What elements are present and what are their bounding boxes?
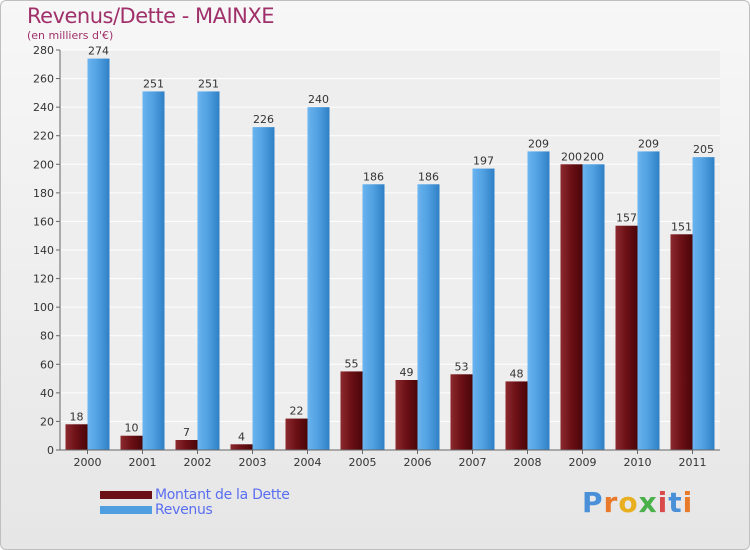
bar-value-label: 205 bbox=[693, 143, 714, 156]
y-tick-label: 220 bbox=[33, 130, 54, 143]
bar-value-label: 53 bbox=[455, 360, 469, 373]
legend-label-dette: Montant de la Dette bbox=[155, 486, 290, 503]
x-tick-label: 2010 bbox=[624, 456, 652, 469]
bar-value-label: 186 bbox=[418, 170, 439, 183]
bar-value-label: 251 bbox=[198, 77, 219, 90]
logo-letter: i bbox=[657, 486, 669, 519]
x-tick-label: 2003 bbox=[239, 456, 267, 469]
x-tick-label: 2009 bbox=[569, 456, 597, 469]
bar-value-label: 18 bbox=[70, 410, 84, 423]
bar-revenus bbox=[197, 91, 220, 450]
legend-swatch-revenus bbox=[100, 505, 152, 514]
x-tick-label: 2001 bbox=[129, 456, 157, 469]
y-tick-label: 160 bbox=[33, 215, 54, 228]
bar-value-label: 7 bbox=[183, 426, 190, 439]
bar-value-label: 209 bbox=[528, 137, 549, 150]
legend-swatch-dette bbox=[100, 490, 152, 499]
bar-revenus bbox=[307, 107, 330, 451]
x-tick-label: 2004 bbox=[294, 456, 322, 469]
chart-title: Revenus/Dette - MAINXE bbox=[27, 4, 275, 28]
x-tick-label: 2005 bbox=[349, 456, 377, 469]
bar-dette bbox=[65, 424, 88, 450]
bar-value-label: 209 bbox=[638, 137, 659, 150]
bar-revenus bbox=[252, 127, 275, 451]
bar-value-label: 186 bbox=[363, 170, 384, 183]
y-tick-label: 120 bbox=[33, 273, 54, 286]
bar-dette bbox=[230, 444, 253, 450]
y-tick-label: 240 bbox=[33, 101, 54, 114]
x-tick-label: 2000 bbox=[74, 456, 102, 469]
y-tick-label: 140 bbox=[33, 244, 54, 257]
bar-revenus bbox=[637, 151, 660, 450]
bar-value-label: 10 bbox=[125, 422, 139, 435]
y-tick-label: 20 bbox=[40, 415, 54, 428]
legend: Montant de la Dette Revenus bbox=[100, 486, 290, 518]
y-tick-label: 280 bbox=[33, 44, 54, 57]
bar-revenus bbox=[142, 91, 165, 450]
bar-value-label: 274 bbox=[88, 45, 109, 58]
bar-value-label: 48 bbox=[510, 367, 524, 380]
y-tick-label: 180 bbox=[33, 187, 54, 200]
bar-dette bbox=[175, 440, 198, 450]
x-tick-label: 2006 bbox=[404, 456, 432, 469]
logo-letter: r bbox=[603, 486, 619, 519]
logo-letter: t bbox=[668, 486, 683, 519]
bar-value-label: 4 bbox=[238, 430, 245, 443]
y-tick-label: 80 bbox=[40, 330, 54, 343]
bar-dette bbox=[505, 381, 528, 450]
bar-value-label: 240 bbox=[308, 93, 329, 106]
bar-value-label: 151 bbox=[671, 220, 692, 233]
legend-item-revenus: Revenus bbox=[100, 501, 290, 518]
bar-value-label: 157 bbox=[616, 212, 637, 225]
x-tick-label: 2008 bbox=[514, 456, 542, 469]
y-tick-label: 40 bbox=[40, 387, 54, 400]
bar-revenus bbox=[87, 58, 110, 450]
bar-value-label: 226 bbox=[253, 113, 274, 126]
bar-revenus bbox=[472, 168, 495, 451]
y-tick-label: 100 bbox=[33, 301, 54, 314]
x-tick-label: 2011 bbox=[679, 456, 707, 469]
y-tick-label: 0 bbox=[47, 444, 54, 457]
bar-value-label: 55 bbox=[345, 357, 359, 370]
bars bbox=[65, 58, 715, 451]
bar-dette bbox=[560, 164, 583, 451]
bar-revenus bbox=[362, 184, 385, 451]
logo-letter: P bbox=[582, 486, 604, 519]
bar-value-label: 251 bbox=[143, 77, 164, 90]
bar-revenus bbox=[417, 184, 440, 451]
bar-dette bbox=[615, 225, 638, 450]
bar-value-label: 197 bbox=[473, 155, 494, 168]
bar-revenus bbox=[692, 157, 715, 450]
logo-letter: o bbox=[618, 486, 639, 519]
bar-dette bbox=[340, 371, 363, 450]
x-tick-label: 2002 bbox=[184, 456, 212, 469]
logo-letter: x bbox=[638, 486, 658, 519]
bar-value-label: 200 bbox=[561, 150, 582, 163]
bar-dette bbox=[395, 380, 418, 450]
legend-item-dette: Montant de la Dette bbox=[100, 486, 290, 503]
bar-value-label: 200 bbox=[583, 150, 604, 163]
y-tick-label: 60 bbox=[40, 358, 54, 371]
bar-value-label: 49 bbox=[400, 366, 414, 379]
logo-letter: i bbox=[682, 486, 694, 519]
x-axis: 2000 2001 2002 2003 2004 2005 2006 2007 2008 2009… bbox=[60, 449, 720, 469]
bar-dette bbox=[450, 374, 473, 450]
chart-subtitle: (en milliers d'€) bbox=[27, 29, 114, 42]
bar-dette bbox=[120, 435, 143, 450]
bar-dette bbox=[670, 234, 693, 450]
value-labels: 18 274 10 251 7 251 4 226 22 240 55 186 49 186 53 197 48… bbox=[70, 45, 715, 444]
x-tick-label: 2007 bbox=[459, 456, 487, 469]
proxiti-logo: Proxiti bbox=[582, 486, 693, 519]
legend-label-revenus: Revenus bbox=[155, 501, 213, 518]
y-tick-label: 260 bbox=[33, 73, 54, 86]
bar-value-label: 22 bbox=[290, 405, 304, 418]
y-axis: 0 20 40 60 80 100 120 140 160 180 200 220 240 260 280 bbox=[33, 44, 61, 457]
y-tick-label: 200 bbox=[33, 158, 54, 171]
bar-dette bbox=[285, 418, 308, 450]
bar-revenus bbox=[582, 164, 605, 451]
bar-revenus bbox=[527, 151, 550, 450]
